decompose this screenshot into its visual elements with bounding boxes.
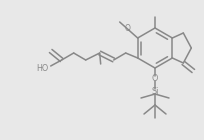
Text: O: O: [152, 74, 158, 83]
Text: HO: HO: [37, 64, 49, 73]
Text: Si: Si: [151, 87, 159, 96]
Text: O: O: [125, 24, 131, 33]
